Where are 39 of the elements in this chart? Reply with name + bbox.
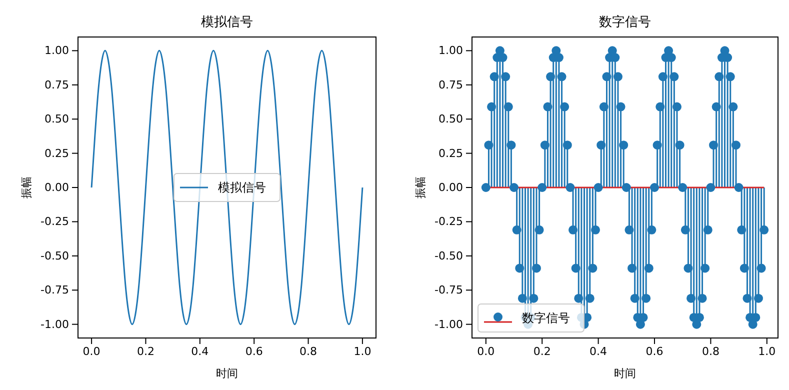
y-tick-label: -1.00 <box>434 318 463 331</box>
x-tick-label: 0.8 <box>702 344 720 358</box>
y-tick-label: -0.75 <box>40 284 69 297</box>
y-axis-title: 振幅 <box>20 176 33 198</box>
y-tick-label: 0.00 <box>438 181 463 194</box>
y-tick-label: 1.00 <box>438 44 463 58</box>
y-tick-label: -1.00 <box>40 318 69 331</box>
x-tick-label: 0.0 <box>477 344 495 358</box>
x-tick-label: 0.2 <box>533 344 551 358</box>
x-tick-label: 0.4 <box>191 344 209 358</box>
y-axis-title: 振幅 <box>414 176 427 198</box>
x-tick-label: 0.6 <box>646 344 664 358</box>
x-axis-title: 时间 <box>216 367 238 380</box>
y-tick-label: 0.50 <box>438 112 463 126</box>
y-tick-label: -0.25 <box>434 215 463 228</box>
y-tick-label: -0.50 <box>40 249 69 262</box>
y-tick-label: 1.00 <box>44 44 69 58</box>
y-tick-label: 0.25 <box>44 146 69 160</box>
x-tick-label: 1.0 <box>758 344 776 358</box>
y-tick-label: -0.50 <box>434 249 463 262</box>
y-tick-label: -0.75 <box>434 284 463 297</box>
line-series <box>90 50 364 326</box>
x-axis-title: 时间 <box>614 367 636 380</box>
x-tick-label: 0.8 <box>300 344 318 358</box>
x-tick-label: 0.4 <box>590 344 608 358</box>
y-tick-label: 0.75 <box>438 78 463 92</box>
x-tick-label: 0.2 <box>136 344 154 358</box>
y-tick-label: 0.25 <box>438 146 463 160</box>
y-tick-label: -0.25 <box>40 215 69 228</box>
chart-title: 数字信号 <box>599 14 651 30</box>
legend-label: 数字信号 <box>522 311 570 325</box>
y-tick-label: 0.00 <box>44 181 69 194</box>
chart-title: 模拟信号 <box>201 15 253 30</box>
x-tick-label: 0.0 <box>82 344 100 358</box>
y-tick-label: 0.50 <box>44 112 69 126</box>
x-tick-label: 0.6 <box>245 344 263 358</box>
legend-label: 模拟信号 <box>218 180 266 194</box>
x-tick-label: 1.0 <box>354 344 372 358</box>
y-tick-label: 0.75 <box>44 78 69 92</box>
